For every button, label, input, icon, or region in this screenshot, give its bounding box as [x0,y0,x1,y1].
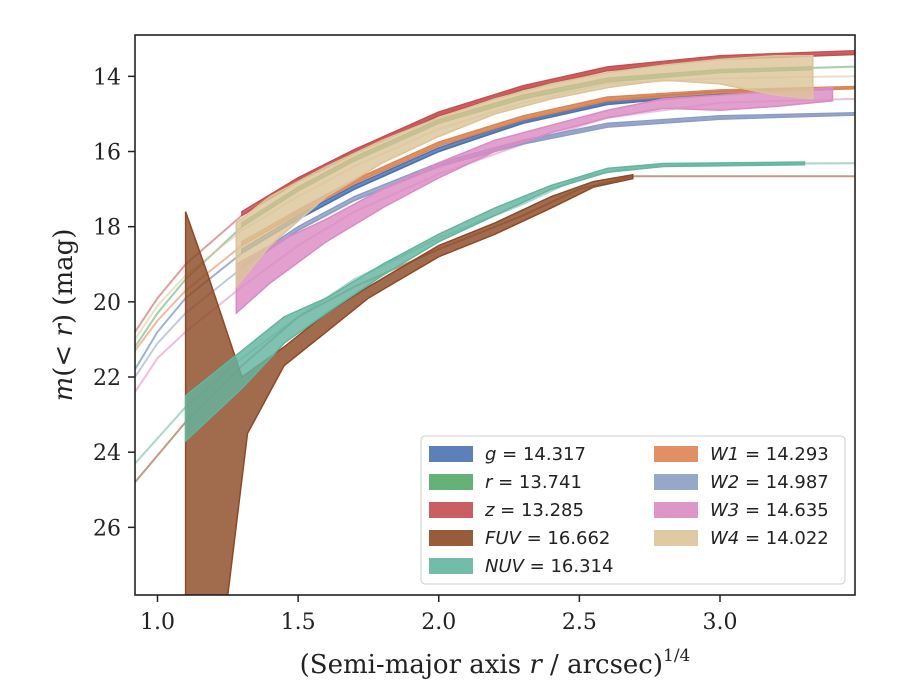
y-tick-label: 16 [93,141,121,166]
x-axis-title-main: (Semi-major axis [300,650,530,680]
legend-swatch-w2 [654,474,698,490]
x-tick-label: 2.0 [421,610,456,635]
y-tick-label: 24 [93,441,121,466]
data-layer [135,50,855,595]
legend-label-w4: W4 = 14.022 [710,528,829,549]
y-tick-label: 20 [93,291,121,316]
y-axis-title-var2: r [49,323,79,337]
legend-label-r: r = 13.741 [485,472,582,493]
legend-swatch-r [429,474,473,490]
legend: g = 14.317 r = 13.741 z = 13.285 FUV = 16.6… [420,435,846,585]
plot-frame [134,34,856,596]
series-w4-band [235,54,814,289]
y-axis-title-open: ( [49,367,79,377]
series-fuv-band [184,173,634,595]
y-tick-label: 14 [93,65,121,90]
y-axis-title-var1: m [49,377,79,402]
legend-frame [420,435,846,585]
x-tick-label: 2.5 [562,610,597,635]
y-tick-label: 22 [93,366,121,391]
legend-swatch-w4 [654,530,698,546]
series-w2-band [241,112,855,270]
x-axis-title-rest: / arcsec) [542,650,663,680]
y-tick-label: 18 [93,216,121,241]
x-tick-label: 3.0 [703,610,738,635]
legend-swatch-g [429,446,473,462]
legend-label-nuv: NUV = 16.314 [485,556,613,577]
legend-label-z: z = 13.285 [484,500,584,521]
y-axis-ticks: 14 16 18 20 22 24 26 [93,65,135,541]
legend-swatch-w1 [654,446,698,462]
y-axis-title-close: ) [49,314,79,324]
legend-swatch-nuv [429,558,473,574]
legend-swatch-w3 [654,502,698,518]
legend-label-w3: W3 = 14.635 [710,500,829,521]
legend-label-w2: W2 = 14.987 [710,472,829,493]
y-tick-label: 26 [93,516,121,541]
series-nuv-band [184,161,806,443]
x-axis-title-sup: 1/4 [663,646,690,666]
x-axis-title: (Semi-major axis r / arcsec)1/4 [300,646,691,680]
series-w1-band [241,85,855,247]
legend-label-g: g = 14.317 [485,444,586,465]
x-axis-title-var: r [529,650,543,680]
legend-swatch-fuv [429,530,473,546]
x-tick-label: 1.0 [140,610,175,635]
y-axis-title: m(< r) (mag) [49,229,79,402]
x-tick-label: 1.5 [281,610,316,635]
legend-label-w1: W1 = 14.293 [710,444,829,465]
y-axis-title-lt: < [49,337,79,367]
legend-swatch-z [429,502,473,518]
y-axis-title-unit: (mag) [49,229,79,314]
x-axis-ticks: 1.0 1.5 2.0 2.5 3.0 [140,595,738,635]
legend-label-fuv: FUV = 16.662 [485,528,610,549]
series-w3-band [235,86,834,315]
